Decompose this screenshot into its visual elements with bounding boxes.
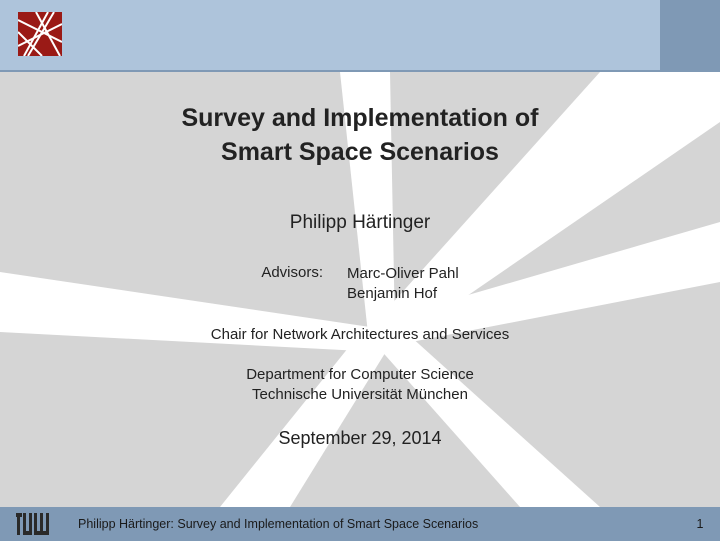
header-band: [0, 0, 720, 70]
department-block: Department for Computer Science Technisc…: [0, 365, 720, 406]
university-logo-icon: [18, 12, 62, 56]
department-line-1: Department for Computer Science: [0, 365, 720, 385]
department-line-2: Technische Universität München: [0, 385, 720, 405]
header-accent-block: [660, 0, 720, 70]
title-line-1: Survey and Implementation of: [0, 102, 720, 136]
slide-title: Survey and Implementation of Smart Space…: [0, 102, 720, 170]
footer-text: Philipp Härtinger: Survey and Implementa…: [62, 517, 680, 531]
tum-logo-icon: [0, 507, 62, 541]
advisors-block: Advisors: Marc-Oliver Pahl Benjamin Hof: [0, 264, 720, 305]
slide-body: Survey and Implementation of Smart Space…: [0, 72, 720, 507]
advisor-1: Marc-Oliver Pahl: [347, 264, 459, 284]
header-divider: [0, 70, 720, 72]
presentation-date: September 29, 2014: [0, 428, 720, 449]
advisor-2: Benjamin Hof: [347, 284, 459, 304]
advisors-label: Advisors:: [261, 264, 323, 305]
chair-text: Chair for Network Architectures and Serv…: [0, 326, 720, 343]
author-name: Philipp Härtinger: [0, 212, 720, 234]
slide-footer: Philipp Härtinger: Survey and Implementa…: [0, 507, 720, 541]
title-line-2: Smart Space Scenarios: [0, 136, 720, 170]
page-number: 1: [680, 517, 720, 531]
advisors-names: Marc-Oliver Pahl Benjamin Hof: [347, 264, 459, 305]
